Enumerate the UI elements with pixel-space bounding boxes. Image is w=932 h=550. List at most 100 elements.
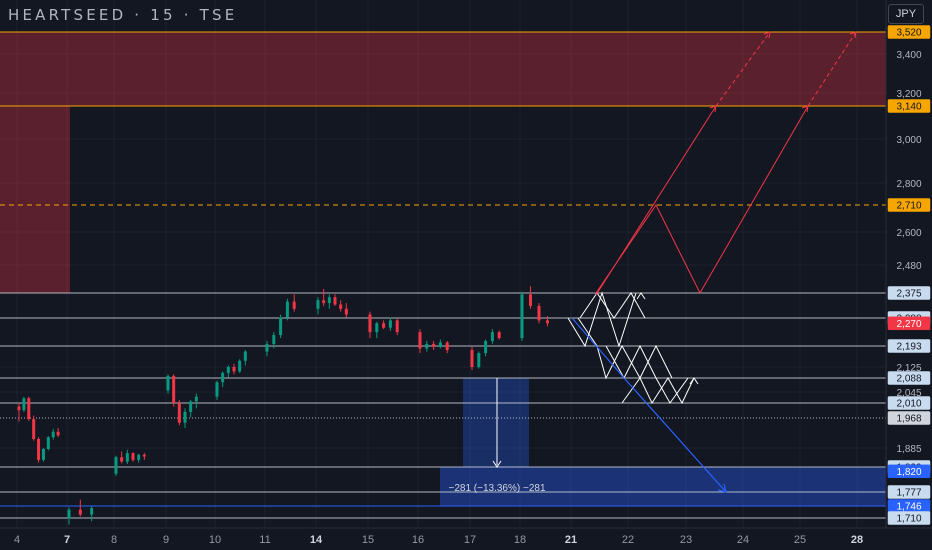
- candle-body: [114, 457, 118, 474]
- candle-body: [238, 360, 242, 372]
- price-tag: [887, 371, 931, 385]
- x-tick-label: 16: [412, 534, 424, 546]
- price-tag-label: 2,375: [896, 289, 921, 300]
- price-tag: [887, 99, 931, 113]
- x-tick-label: 23: [680, 534, 692, 546]
- candle-body: [41, 449, 45, 460]
- x-tick-label: 28: [851, 534, 863, 546]
- candle-body: [322, 300, 326, 304]
- red-arrowhead: [709, 105, 717, 113]
- candle-body: [418, 332, 422, 349]
- x-tick-label: 17: [464, 534, 476, 546]
- candle-body: [27, 398, 31, 420]
- x-tick-label: 7: [64, 534, 70, 546]
- x-tick-label: 4: [14, 534, 20, 546]
- currency-button[interactable]: JPY: [888, 4, 924, 24]
- price-tag-label: 2,088: [896, 374, 921, 385]
- candle-body: [432, 343, 436, 347]
- candle-body: [484, 340, 488, 354]
- candle-body: [279, 317, 283, 336]
- candle-body: [243, 351, 247, 361]
- measurement-label: −281 (−13.36%) −281: [448, 483, 545, 494]
- y-tick-label: 2,480: [896, 261, 921, 272]
- candle-body: [78, 509, 82, 515]
- red-arrowhead: [849, 31, 857, 39]
- price-tag-label: 2,193: [896, 342, 921, 353]
- candle-body: [142, 454, 146, 457]
- red-projection-dashed: [715, 31, 771, 107]
- x-tick-label: 9: [163, 534, 169, 546]
- candle-body: [67, 509, 71, 519]
- candle-body: [285, 301, 289, 318]
- price-tag-label: 1,710: [896, 514, 921, 525]
- price-tag: [887, 316, 931, 331]
- price-tag: [887, 511, 931, 525]
- price-tag-label: 3,140: [896, 102, 921, 113]
- price-tag: [887, 464, 931, 479]
- price-tag-label: 1,777: [896, 488, 921, 499]
- price-tag-label: 2,010: [896, 399, 921, 410]
- candle-body: [131, 453, 135, 460]
- candle-body: [470, 350, 474, 367]
- zigzag-projection: [567, 291, 637, 348]
- red-projection-dashed: [807, 31, 857, 107]
- candle-body: [382, 323, 386, 328]
- candle-body: [316, 300, 320, 309]
- red-arrowhead: [763, 31, 771, 39]
- x-tick-label: 18: [514, 534, 526, 546]
- y-tick-label: 2,125: [896, 363, 921, 374]
- candle-body: [232, 367, 236, 372]
- zigzag-projection: [621, 377, 695, 405]
- candle-body: [368, 314, 372, 333]
- price-tag-label: 3,520: [896, 28, 921, 39]
- candle-body: [344, 308, 348, 315]
- price-tag: [887, 25, 931, 39]
- blue-arrowhead: [717, 483, 727, 493]
- red-projection-path: [595, 105, 717, 296]
- candle-body: [37, 438, 41, 460]
- candle-body: [445, 342, 449, 351]
- x-tick-label: 21: [565, 534, 577, 546]
- measurement-arrowhead: [492, 460, 502, 468]
- candle-body: [375, 323, 379, 333]
- candle-body: [22, 398, 26, 411]
- candle-body: [189, 401, 193, 412]
- price-tag-label: 2,270: [896, 319, 921, 330]
- candle-body: [529, 294, 532, 306]
- blue-projection-path: [571, 317, 727, 493]
- candle-body: [177, 403, 181, 423]
- y-tick-label: 1,885: [896, 444, 921, 455]
- candle-body: [490, 332, 494, 341]
- candle-body: [265, 343, 269, 352]
- candle-body: [537, 305, 541, 321]
- price-tag-label: 1,968: [896, 414, 921, 425]
- y-tick-label: 2,045: [896, 388, 921, 399]
- candle-body: [497, 332, 501, 339]
- price-scale: [886, 0, 932, 550]
- candle-body: [520, 294, 524, 339]
- candle-body: [172, 375, 176, 403]
- candle-body: [272, 335, 276, 344]
- x-tick-label: 22: [622, 534, 634, 546]
- candle-body: [17, 406, 21, 411]
- y-tick-label: 2,600: [896, 228, 921, 239]
- candle-body: [292, 301, 296, 309]
- candle-body: [226, 367, 230, 373]
- price-tag-label: 2,710: [896, 201, 921, 212]
- price-tag: [887, 396, 931, 410]
- zigzag-projection: [579, 292, 646, 319]
- candle-body: [438, 342, 442, 347]
- demand-zone: [440, 467, 886, 506]
- symbol-title: HEARTSEED · 15 · TSE: [8, 6, 238, 24]
- candle-body: [327, 297, 331, 304]
- x-tick-label: 14: [310, 534, 323, 546]
- candle-body: [125, 453, 129, 462]
- red-arrowhead: [801, 105, 809, 113]
- supply-zone: [70, 32, 886, 106]
- price-tag: [887, 286, 931, 300]
- price-tag-label: 1,820: [896, 467, 921, 478]
- candle-body: [215, 382, 219, 397]
- price-tag: [887, 411, 931, 425]
